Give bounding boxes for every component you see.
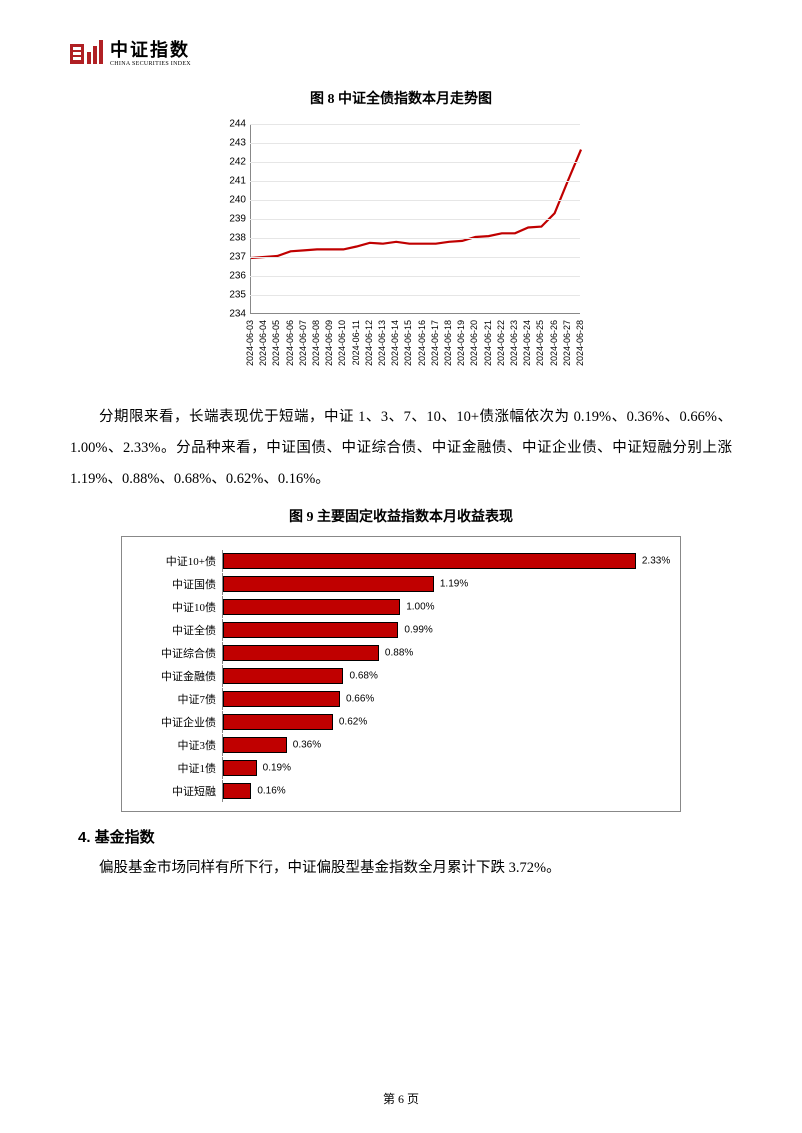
fig9-bar-label: 中证短融 xyxy=(136,783,222,799)
fig9-bar-label: 中证金融债 xyxy=(136,668,222,684)
fig9-bar-fill xyxy=(223,668,343,684)
fig9-caption: 图 9 主要固定收益指数本月收益表现 xyxy=(70,506,732,526)
fig8-xtick: 2024-06-26 xyxy=(549,320,559,366)
fig8-xtick: 2024-06-15 xyxy=(403,320,413,366)
fig8-xtick: 2024-06-24 xyxy=(522,320,532,366)
fig8-xtick: 2024-06-22 xyxy=(496,320,506,366)
fig8-xtick: 2024-06-25 xyxy=(535,320,545,366)
fig9-bar-row: 中证企业债 0.62% xyxy=(136,711,666,733)
fig9-bar-value: 1.19% xyxy=(440,578,468,589)
fig8-xtick: 2024-06-11 xyxy=(351,320,361,365)
section-4-body: 偏股基金市场同样有所下行，中证偏股型基金指数全月累计下跌 3.72%。 xyxy=(70,853,732,884)
fig8-xtick: 2024-06-14 xyxy=(390,320,400,366)
fig9-bar-label: 中证7债 xyxy=(136,691,222,707)
fig9-bar-label: 中证3债 xyxy=(136,737,222,753)
fig9-bar-row: 中证3债 0.36% xyxy=(136,734,666,756)
fig8-xtick: 2024-06-07 xyxy=(298,320,308,366)
fig8-xtick: 2024-06-20 xyxy=(469,320,479,366)
paragraph-maturity-breakdown: 分期限来看，长端表现优于短端，中证 1、3、7、10、10+债涨幅依次为 0.1… xyxy=(70,402,732,496)
fig8-ytick: 235 xyxy=(210,290,246,301)
page-logo: 中证指数 CHINA SECURITIES INDEX xyxy=(70,40,732,68)
logo-icon xyxy=(70,40,104,68)
fig8-xtick: 2024-06-17 xyxy=(430,320,440,366)
fig9-bar-fill xyxy=(223,622,398,638)
fig9-chart: 中证10+债2.33%中证国债1.19%中证10债1.00%中证全债0.99%中… xyxy=(121,536,681,812)
fig8-xtick: 2024-06-18 xyxy=(443,320,453,366)
fig9-bar-fill xyxy=(223,714,333,730)
fig9-bar-fill xyxy=(223,576,434,592)
fig9-bar-value: 1.00% xyxy=(406,601,434,612)
fig9-bar-row: 中证国债 1.19% xyxy=(136,573,666,595)
fig9-bar-label: 中证企业债 xyxy=(136,714,222,730)
fig9-bar-fill xyxy=(223,553,636,569)
fig8-xtick: 2024-06-08 xyxy=(311,320,321,366)
fig9-bar-value: 0.62% xyxy=(339,716,367,727)
fig9-bar-value: 0.99% xyxy=(404,624,432,635)
fig9-bar-label: 中证10债 xyxy=(136,599,222,615)
fig9-bar-label: 中证综合债 xyxy=(136,645,222,661)
fig8-xtick: 2024-06-10 xyxy=(337,320,347,366)
fig9-bar-fill xyxy=(223,737,287,753)
fig8-xtick: 2024-06-21 xyxy=(483,320,493,366)
fig9-bar-fill xyxy=(223,645,379,661)
fig8-ytick: 244 xyxy=(210,119,246,130)
fig9-bar-row: 中证1债 0.19% xyxy=(136,757,666,779)
fig9-bar-row: 中证10债 1.00% xyxy=(136,596,666,618)
fig8-caption: 图 8 中证全债指数本月走势图 xyxy=(70,88,732,108)
fig9-bar-value: 0.19% xyxy=(263,762,291,773)
fig8-ytick: 236 xyxy=(210,271,246,282)
fig9-bar-fill xyxy=(223,760,257,776)
fig9-bar-label: 中证1债 xyxy=(136,760,222,776)
fig8-xtick: 2024-06-16 xyxy=(417,320,427,366)
logo-text-en: CHINA SECURITIES INDEX xyxy=(110,61,191,67)
fig8-xtick: 2024-06-12 xyxy=(364,320,374,366)
fig9-bar-row: 中证金融债 0.68% xyxy=(136,665,666,687)
fig9-bar-row: 中证短融 0.16% xyxy=(136,780,666,802)
fig8-ytick: 239 xyxy=(210,214,246,225)
fig9-bar-value: 0.16% xyxy=(257,785,285,796)
fig9-bar-label: 中证10+债 xyxy=(136,553,222,569)
fig9-bar-label: 中证国债 xyxy=(136,576,222,592)
section-4-heading: 4. 基金指数 xyxy=(78,826,732,847)
fig9-bar-value: 0.68% xyxy=(349,670,377,681)
fig8-xtick: 2024-06-05 xyxy=(271,320,281,366)
fig9-bar-fill xyxy=(223,599,400,615)
fig9-bar-fill xyxy=(223,783,251,799)
fig8-xtick: 2024-06-13 xyxy=(377,320,387,366)
fig8-ytick: 243 xyxy=(210,138,246,149)
logo-text-cn: 中证指数 xyxy=(110,41,191,59)
fig9-bar-value: 0.36% xyxy=(293,739,321,750)
fig9-bar-row: 中证综合债 0.88% xyxy=(136,642,666,664)
fig8-xtick: 2024-06-19 xyxy=(456,320,466,366)
fig8-ytick: 240 xyxy=(210,195,246,206)
fig8-ytick: 237 xyxy=(210,252,246,263)
fig9-bar-fill xyxy=(223,691,340,707)
fig8-ytick: 238 xyxy=(210,233,246,244)
fig8-xtick: 2024-06-03 xyxy=(245,320,255,366)
fig8-xtick: 2024-06-23 xyxy=(509,320,519,366)
fig8-xtick: 2024-06-06 xyxy=(285,320,295,366)
fig8-line xyxy=(251,150,581,258)
fig9-bar-value: 2.33% xyxy=(642,555,670,566)
fig8-xtick: 2024-06-04 xyxy=(258,320,268,366)
fig8-xtick: 2024-06-28 xyxy=(575,320,585,366)
fig8-ytick: 241 xyxy=(210,176,246,187)
fig9-bar-label: 中证全债 xyxy=(136,622,222,638)
fig9-bar-value: 0.66% xyxy=(346,693,374,704)
fig9-bar-row: 中证10+债2.33% xyxy=(136,550,666,572)
fig9-bar-row: 中证全债 0.99% xyxy=(136,619,666,641)
fig8-ytick: 242 xyxy=(210,157,246,168)
page-footer: 第 6 页 xyxy=(0,1090,802,1107)
fig9-bar-row: 中证7债 0.66% xyxy=(136,688,666,710)
fig8-xtick: 2024-06-09 xyxy=(324,320,334,366)
fig8-ytick: 234 xyxy=(210,309,246,320)
fig8-chart: 234 235 236 237 238 239 240 241 242 243 244 2024-06… xyxy=(210,118,600,388)
fig8-xtick: 2024-06-27 xyxy=(562,320,572,366)
fig9-bar-value: 0.88% xyxy=(385,647,413,658)
